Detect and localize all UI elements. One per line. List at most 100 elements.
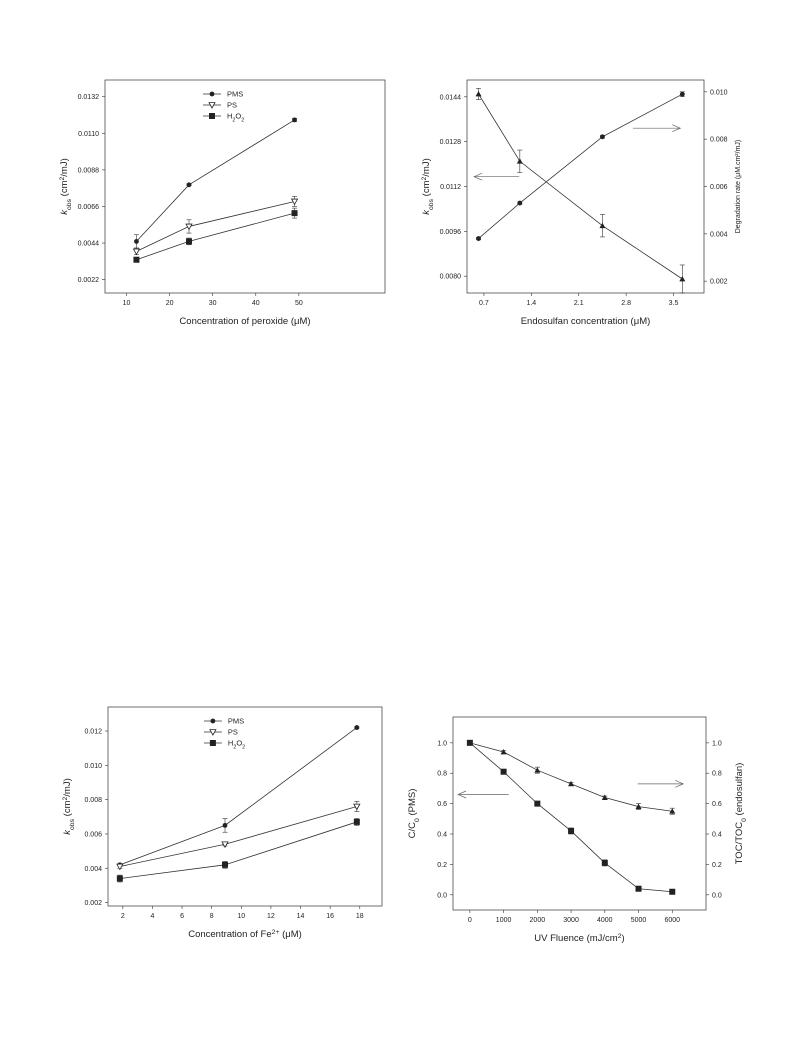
- data-point: [669, 888, 676, 895]
- y2-tick-label: 0.6: [712, 801, 722, 808]
- x-tick-label: 2000: [530, 917, 546, 924]
- x-tick-label: 16: [326, 913, 334, 920]
- data-point: [475, 91, 482, 97]
- data-point: [222, 861, 229, 868]
- x-axis-label: Concentration of Fe2+ (μM): [188, 929, 302, 941]
- y-tick-label: 0.8: [437, 771, 447, 778]
- legend-marker: [208, 102, 216, 109]
- data-point: [185, 223, 193, 231]
- series-line: [136, 201, 295, 252]
- y-tick-label: 0.004: [84, 866, 102, 873]
- x-tick-label: 10: [237, 913, 245, 920]
- data-point: [353, 803, 361, 811]
- x-tick-label: 6: [180, 913, 184, 920]
- x-tick-label: 18: [356, 913, 364, 920]
- series-1: [466, 739, 676, 895]
- data-point: [534, 767, 541, 773]
- y-tick-label: 0.008: [84, 797, 102, 804]
- y-tick-label: 0.006: [84, 831, 102, 838]
- x-axis-label: Concentration of peroxide (μM): [179, 316, 310, 327]
- y-axis-label: kobs (cm2/mJ): [62, 778, 76, 835]
- data-point: [291, 210, 298, 217]
- series-2: [132, 196, 299, 256]
- data-point: [534, 800, 541, 807]
- arrow-head: [672, 124, 682, 133]
- data-point: [290, 198, 299, 206]
- x-tick-label: 8: [210, 913, 214, 920]
- legend-marker: [210, 718, 216, 724]
- x-tick-label: 0.7: [479, 300, 489, 307]
- legend-marker: [209, 740, 216, 746]
- data-point: [353, 818, 360, 825]
- y-axis-label: kobs (cm2/mJ): [421, 158, 435, 215]
- series-line: [136, 119, 295, 242]
- data-point: [500, 768, 507, 775]
- plot-frame: [107, 706, 383, 907]
- data-point: [476, 236, 481, 241]
- y2-axis-label: Degradation rate (μM.cm²/mJ): [735, 140, 742, 234]
- series-2: [116, 801, 361, 871]
- y2-tick-label: 0.002: [710, 279, 728, 286]
- data-point: [517, 200, 523, 206]
- legend-label: H2O2: [228, 739, 245, 751]
- y2-tick-label: 0.2: [712, 862, 722, 869]
- y2-axis-label: TOC/TOC0 (endosulfan): [734, 763, 748, 865]
- x-tick-label: 0: [468, 917, 472, 924]
- y2-tick-label: 0.8: [712, 771, 722, 778]
- x-tick-label: 2.8: [621, 300, 631, 307]
- y-tick-label: 0.2: [437, 862, 447, 869]
- chart-4: 0 1000 2000 3000 4000 5000 6000 0.0 0.2 0.4 0.6 0.8…: [407, 716, 748, 944]
- plot-frame: [466, 79, 705, 294]
- y-tick-label: 0.0: [437, 892, 447, 899]
- y-tick-label: 0.0096: [440, 229, 462, 236]
- plot-frame: [452, 716, 707, 911]
- data-point: [568, 827, 575, 834]
- series-line: [469, 742, 673, 812]
- series-line: [469, 742, 673, 893]
- x-tick-label: 2: [121, 913, 125, 920]
- x-tick-label: 1.4: [526, 300, 536, 307]
- y-tick-label: 0.0088: [78, 167, 100, 174]
- y-tick-label: 0.0110: [78, 131, 99, 138]
- data-point: [186, 182, 192, 188]
- y-axis-label: kobs (cm2/mJ): [59, 158, 73, 215]
- legend-label: PS: [228, 728, 238, 737]
- data-point: [186, 238, 192, 245]
- arrow-head: [457, 790, 467, 799]
- y-tick-label: 0.002: [84, 900, 102, 907]
- x-tick-label: 12: [267, 913, 275, 920]
- y2-tick-label: 0.4: [712, 832, 722, 839]
- data-point: [466, 739, 473, 746]
- y-tick-label: 0.0022: [78, 277, 100, 284]
- arrow-head: [473, 172, 483, 181]
- y2-tick-label: 1.0: [712, 740, 722, 747]
- data-point: [500, 748, 507, 755]
- y-tick-label: 0.0066: [78, 204, 100, 211]
- series-2: [476, 91, 685, 241]
- x-tick-label: 50: [295, 300, 303, 307]
- x-tick-label: 5000: [631, 917, 647, 924]
- x-tick-label: 4000: [597, 917, 613, 924]
- series-3: [133, 207, 298, 263]
- y-tick-label: 0.0144: [440, 94, 462, 101]
- data-point: [116, 875, 123, 882]
- x-tick-label: 1000: [496, 917, 512, 924]
- series-2: [466, 739, 676, 815]
- x-axis-label: Endosulfan concentration (μM): [521, 316, 651, 327]
- data-point: [601, 794, 608, 800]
- y-tick-label: 0.0128: [440, 139, 462, 146]
- data-point: [600, 134, 605, 140]
- y-tick-label: 0.0044: [78, 241, 100, 248]
- series-line: [478, 93, 683, 239]
- y2-tick-label: 0.008: [710, 137, 728, 144]
- y-tick-label: 0.012: [84, 729, 102, 736]
- data-point: [133, 256, 140, 263]
- series-line: [119, 727, 358, 866]
- data-point: [222, 822, 228, 828]
- data-point: [292, 117, 297, 123]
- x-tick-label: 6000: [664, 917, 680, 924]
- y-tick-label: 1.0: [437, 740, 447, 747]
- legend-label: PMS: [227, 90, 243, 99]
- series-1: [475, 88, 686, 294]
